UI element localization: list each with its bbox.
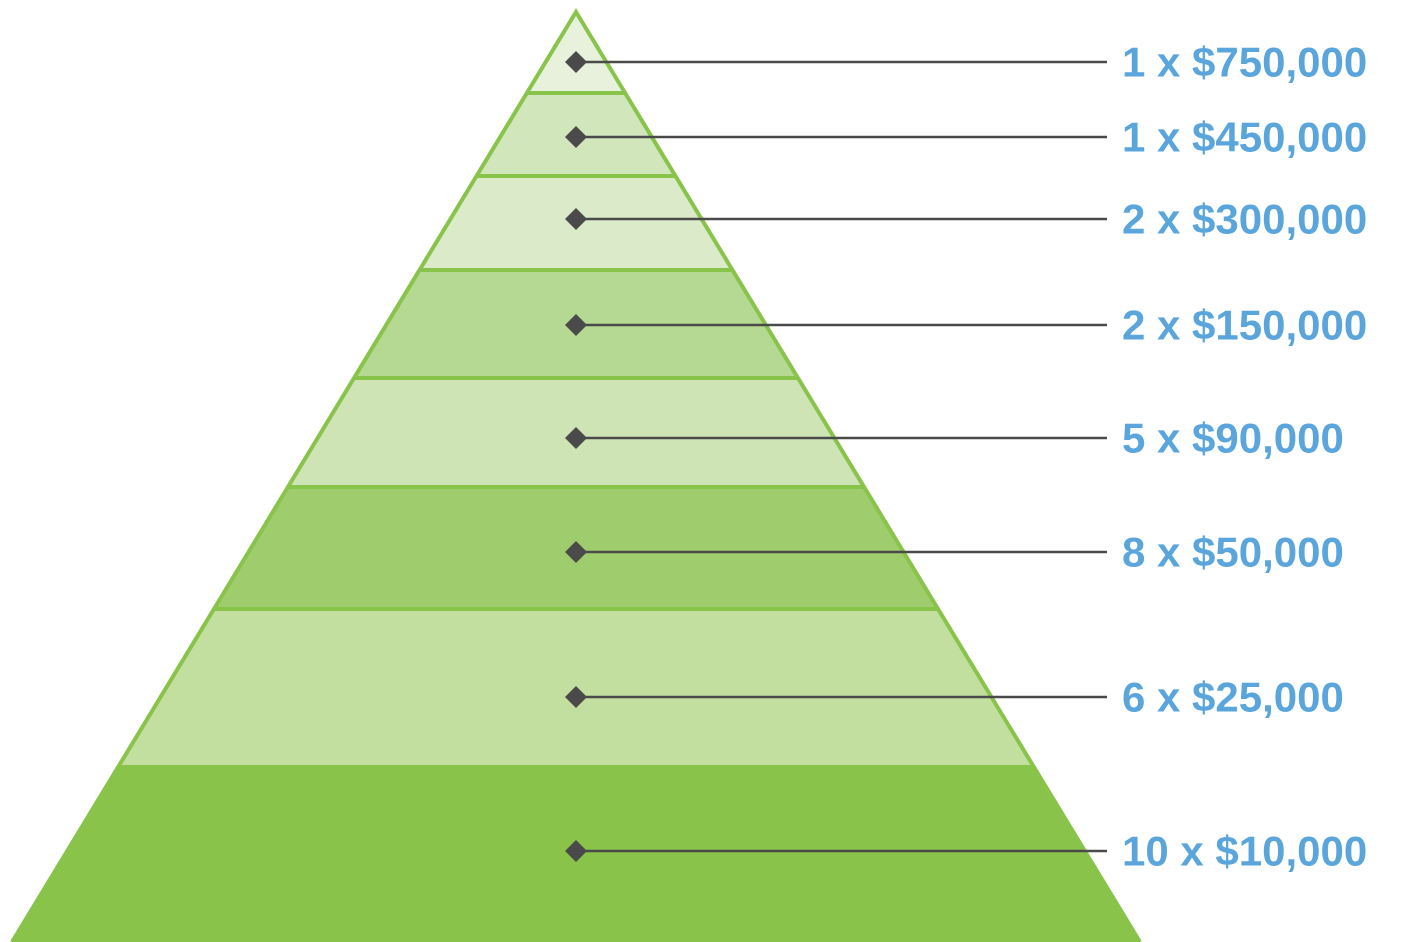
tier-label: 8 x $50,000 (1122, 529, 1344, 576)
diamond-marker-icon (565, 126, 587, 148)
pyramid-outline (10, 8, 1142, 942)
tier-label: 2 x $150,000 (1122, 302, 1367, 349)
tier-label: 1 x $750,000 (1122, 39, 1367, 86)
tier-label: 2 x $300,000 (1122, 196, 1367, 243)
leader-lines (565, 51, 1107, 862)
pyramid-bands (12, 12, 1140, 942)
diamond-marker-icon (565, 686, 587, 708)
diamond-marker-icon (565, 427, 587, 449)
tier-label: 10 x $10,000 (1122, 828, 1367, 875)
diamond-marker-icon (565, 208, 587, 230)
tier-label: 5 x $90,000 (1122, 415, 1344, 462)
tier-label: 6 x $25,000 (1122, 674, 1344, 721)
diamond-marker-icon (565, 51, 587, 73)
tier-label: 1 x $450,000 (1122, 114, 1367, 161)
diamond-marker-icon (565, 314, 587, 336)
tier-labels: 1 x $750,000 1 x $450,000 2 x $300,000 2 x … (1122, 39, 1367, 875)
diamond-marker-icon (565, 541, 587, 563)
pyramid-edge (10, 8, 1142, 942)
diamond-marker-icon (565, 840, 587, 862)
